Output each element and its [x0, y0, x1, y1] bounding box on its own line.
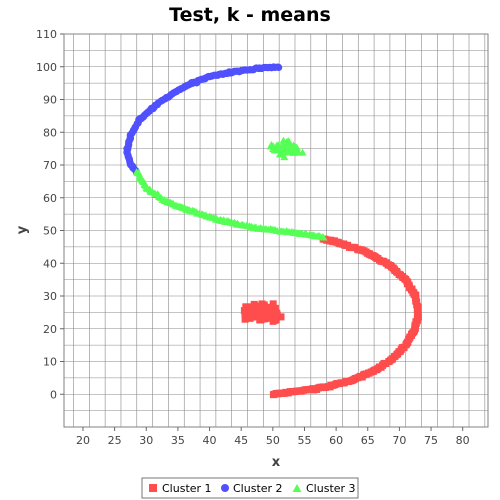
y-tick-label: 20	[43, 323, 57, 336]
legend-marker-cluster-3	[292, 484, 302, 492]
x-tick-label: 60	[329, 434, 343, 447]
data-point-cluster-1	[260, 301, 268, 309]
x-tick-label: 75	[424, 434, 438, 447]
data-point-cluster-1	[261, 305, 269, 313]
x-tick-label: 30	[139, 434, 153, 447]
chart-title: Test, k - means	[169, 4, 331, 26]
data-point-cluster-1	[248, 303, 256, 311]
y-axis-label: y	[15, 225, 30, 234]
legend: Cluster 1 Cluster 2 Cluster 3	[141, 477, 359, 499]
y-tick-label: 80	[43, 126, 57, 139]
y-tick-label: 10	[43, 356, 57, 369]
data-point-cluster-3	[288, 146, 297, 154]
data-point-cluster-1	[277, 313, 285, 321]
x-tick-label: 20	[76, 434, 90, 447]
x-tick-label: 80	[456, 434, 470, 447]
data-point-cluster-3	[280, 153, 289, 161]
data-point-cluster-1	[240, 307, 248, 315]
data-point-cluster-1	[256, 306, 264, 314]
y-tick-label: 70	[43, 159, 57, 172]
y-tick-label: 100	[36, 61, 57, 74]
y-tick-label: 110	[36, 28, 57, 41]
x-tick-label: 45	[234, 434, 248, 447]
data-point-cluster-3	[280, 148, 289, 156]
y-tick-label: 50	[43, 225, 57, 238]
data-point-cluster-1	[252, 311, 260, 319]
legend-marker-cluster-2	[221, 484, 229, 492]
legend-label-cluster-1: Cluster 1	[162, 482, 212, 495]
data-point-cluster-1	[271, 304, 279, 312]
x-tick-label: 55	[297, 434, 311, 447]
data-point-cluster-3	[284, 141, 293, 149]
data-point-cluster-1	[269, 300, 277, 308]
data-point-cluster-1	[268, 306, 276, 314]
x-tick-label: 50	[266, 434, 280, 447]
legend-label-cluster-2: Cluster 2	[233, 482, 283, 495]
x-tick-label: 40	[203, 434, 217, 447]
x-tick-label: 35	[171, 434, 185, 447]
x-tick-label: 25	[108, 434, 122, 447]
data-point-cluster-1	[264, 310, 272, 318]
data-point-cluster-1	[269, 312, 277, 320]
data-point-cluster-3	[319, 233, 328, 241]
data-point-cluster-1	[244, 311, 252, 319]
legend-label-cluster-3: Cluster 3	[306, 482, 356, 495]
y-tick-label: 60	[43, 192, 57, 205]
data-point-cluster-3	[275, 143, 284, 151]
legend-marker-cluster-1	[149, 484, 157, 492]
data-point-cluster-1	[252, 305, 260, 313]
y-tick-label: 30	[43, 290, 57, 303]
x-tick-label: 70	[392, 434, 406, 447]
data-point-cluster-1	[259, 310, 267, 318]
legend-box	[141, 477, 359, 499]
y-axis-ticks: 0 10 20 30 40 50 60 70 80 90 100 110	[36, 28, 64, 401]
data-point-cluster-1	[271, 316, 279, 324]
y-tick-label: 90	[43, 94, 57, 107]
data-point-cluster-1	[242, 303, 250, 311]
y-tick-label: 0	[50, 388, 57, 401]
data-points	[123, 63, 422, 399]
x-axis-ticks: 20 25 30 35 40 45 50 55 60 65 70 75 80	[76, 427, 470, 447]
y-tick-label: 40	[43, 257, 57, 270]
x-axis-label: x	[272, 455, 281, 470]
data-point-cluster-1	[256, 316, 264, 324]
x-tick-label: 65	[361, 434, 375, 447]
